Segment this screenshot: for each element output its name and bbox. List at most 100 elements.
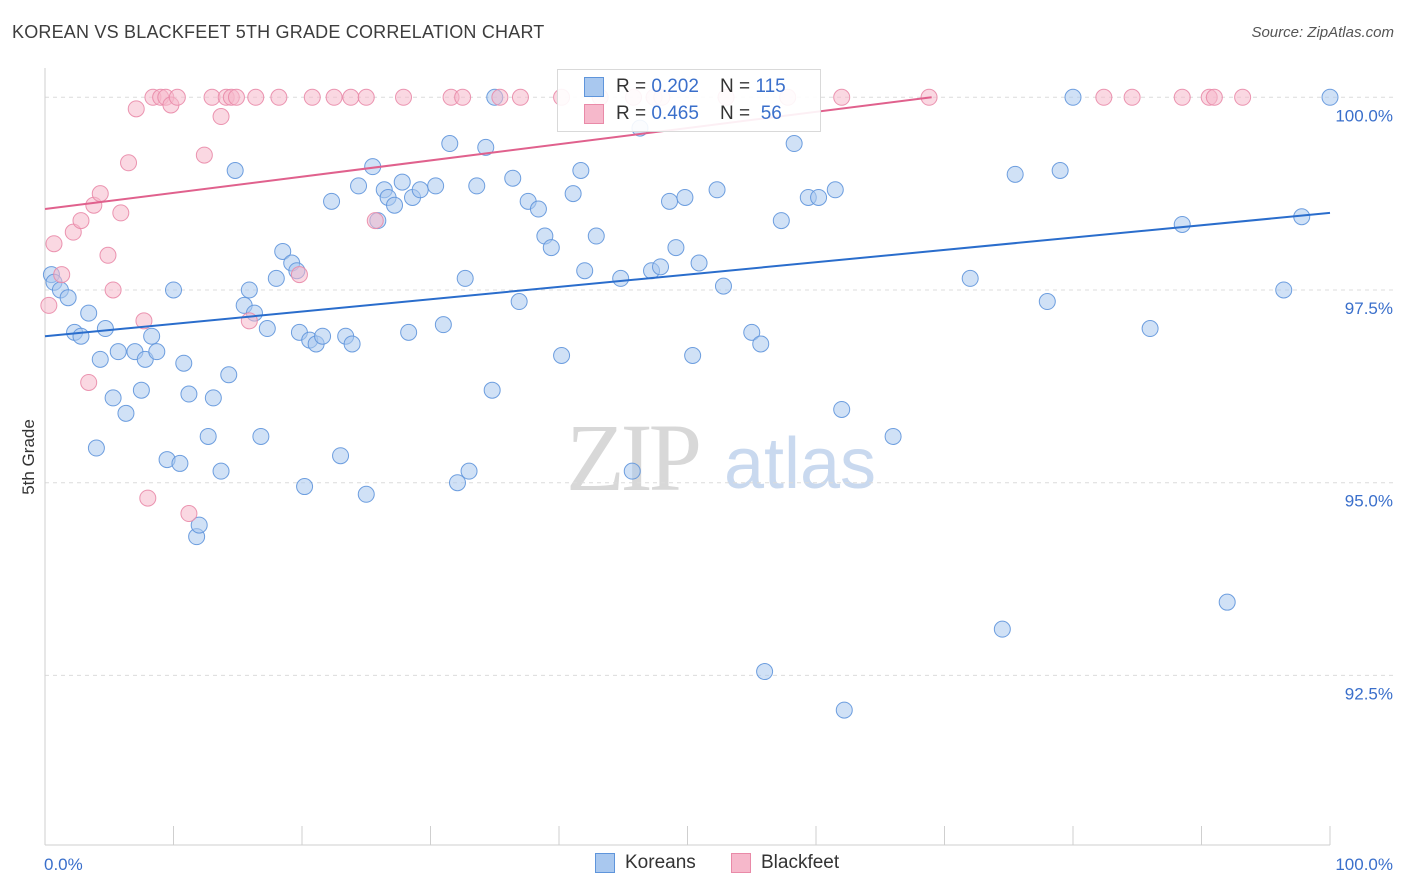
korean-point (1064, 88, 1082, 106)
blackfeet-point (168, 88, 186, 106)
blackfeet-point (454, 88, 472, 106)
korean-point (714, 277, 732, 295)
blackfeet-point (491, 88, 509, 106)
korean-point (240, 281, 258, 299)
correlation-legend: R = 0.202 N = 115 R = 0.465 N = 56 (557, 69, 821, 132)
axes (44, 68, 1331, 846)
korean-point (676, 188, 694, 206)
y-tick-label: 95.0% (1345, 492, 1393, 511)
korean-point (529, 200, 547, 218)
blackfeet-point (53, 266, 71, 284)
korean-point (190, 516, 208, 534)
korean-point (274, 242, 292, 260)
korean-point (96, 320, 114, 338)
korean-point (212, 462, 230, 480)
korean-point (1038, 293, 1056, 311)
korean-point (59, 289, 77, 307)
legend-row-koreans: R = 0.202 N = 115 (584, 75, 786, 99)
korean-point (785, 135, 803, 153)
korean-point (684, 347, 702, 365)
korean-point (667, 239, 685, 257)
blackfeet-point (180, 505, 198, 523)
blackfeet-point (833, 88, 851, 106)
blackfeet-point (99, 246, 117, 264)
x-tick-label: 0.0% (44, 855, 83, 874)
korean-point (1321, 88, 1339, 106)
korean-point (427, 177, 445, 195)
blackfeet-point (270, 88, 288, 106)
blackfeet-point (135, 312, 153, 330)
blackfeet-swatch (584, 104, 604, 124)
korean-point (833, 400, 851, 418)
korean-point (1218, 593, 1236, 611)
korean-point (961, 269, 979, 287)
korean-point (80, 304, 98, 322)
korean-point (884, 427, 902, 445)
blackfeet-point (290, 266, 308, 284)
series-legend: Koreans Blackfeet (0, 850, 1406, 878)
y-tick-label: 97.5% (1345, 299, 1393, 318)
legend-r-label: R = (616, 103, 652, 124)
korean-point (743, 323, 761, 341)
korean-point (612, 269, 630, 287)
korean-point (1051, 162, 1069, 180)
korean-point (756, 663, 774, 681)
legend-r-value: 0.465 (651, 103, 699, 124)
blackfeet-point (212, 108, 230, 126)
blackfeet-point (139, 489, 157, 507)
korean-point (143, 327, 161, 345)
legend-n-label: N = (720, 76, 756, 97)
blackfeet-point (366, 212, 384, 230)
korean-point (993, 620, 1011, 638)
korean-point (1275, 281, 1293, 299)
korean-point (267, 269, 285, 287)
blackfeet-point (303, 88, 321, 106)
korean-point (87, 439, 105, 457)
watermark-atlas: atlas (724, 424, 876, 504)
blackfeet-points (40, 88, 1252, 523)
korean-point (542, 239, 560, 257)
korean-point (109, 343, 127, 361)
x-tick-label: 100.0% (1335, 855, 1393, 874)
legend-item-blackfeet[interactable]: Blackfeet (731, 852, 839, 874)
legend-r-label: R = (616, 76, 652, 97)
blackfeet-point (325, 88, 343, 106)
korean-point (175, 354, 193, 372)
korean-point (296, 478, 314, 496)
korean-point (132, 381, 150, 399)
korean-point (564, 185, 582, 203)
blackfeet-point (40, 296, 58, 314)
watermark-zip: ZIP (566, 404, 699, 511)
korean-point (460, 462, 478, 480)
korean-point (400, 323, 418, 341)
korean-point (477, 138, 495, 156)
korean-point (504, 169, 522, 187)
koreans-swatch (584, 77, 604, 97)
blackfeet-point (112, 204, 130, 222)
korean-point (386, 196, 404, 214)
blackfeet-point (203, 88, 221, 106)
watermark: ZIP atlas (566, 404, 876, 511)
korean-point (835, 701, 853, 719)
axis-labels: 92.5% 95.0% 97.5% 100.0% 0.0% 100.0% 5th Grade (19, 106, 1393, 874)
korean-point (483, 381, 501, 399)
korean-point (332, 447, 350, 465)
korean-point (411, 181, 429, 199)
blackfeet-point (1173, 88, 1191, 106)
blackfeet-legend-swatch (731, 853, 751, 873)
koreans-legend-swatch (595, 853, 615, 873)
legend-item-koreans[interactable]: Koreans (595, 852, 696, 874)
korean-point (661, 192, 679, 210)
chart-title: KOREAN VS BLACKFEET 5TH GRADE CORRELATIO… (12, 22, 545, 42)
korean-point (772, 212, 790, 230)
korean-point (652, 258, 670, 276)
korean-point (576, 262, 594, 280)
koreans-trend-line (44, 211, 1331, 338)
blackfeet-point (1123, 88, 1141, 106)
korean-point (148, 343, 166, 361)
korean-point (826, 181, 844, 199)
blackfeet-point (91, 185, 109, 203)
korean-point (72, 327, 90, 345)
blackfeet-point (127, 100, 145, 118)
